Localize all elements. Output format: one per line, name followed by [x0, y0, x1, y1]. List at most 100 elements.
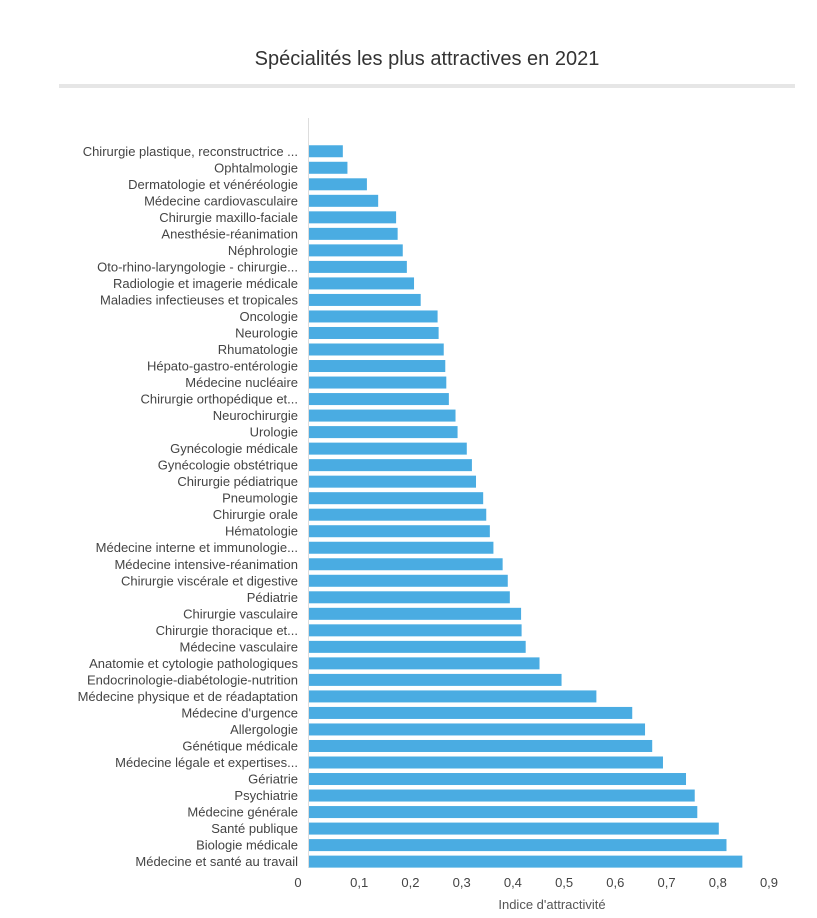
- bar: [309, 475, 477, 488]
- bar: [309, 822, 719, 835]
- category-label: Médecine intensive-réanimation: [114, 557, 298, 572]
- bar: [309, 277, 415, 290]
- x-tick-label: 0,4: [504, 875, 522, 890]
- bar: [309, 211, 397, 224]
- category-label: Médecine nucléaire: [185, 375, 298, 390]
- bar: [309, 360, 446, 373]
- category-label: Médecine interne et immunologie...: [96, 540, 298, 555]
- x-tick-label: 0,3: [453, 875, 471, 890]
- category-label: Pédiatrie: [247, 590, 298, 605]
- category-label: Anatomie et cytologie pathologiques: [89, 656, 298, 671]
- x-axis-title: Indice d'attractivité: [498, 897, 605, 912]
- category-label: Allergologie: [230, 722, 298, 737]
- bar: [309, 492, 484, 505]
- category-label: Médecine et santé au travail: [135, 854, 298, 869]
- x-tick-label: 0,5: [555, 875, 573, 890]
- bar: [309, 773, 687, 786]
- category-label: Chirurgie viscérale et digestive: [121, 573, 298, 588]
- category-label: Génétique médicale: [182, 738, 298, 753]
- bar: [309, 525, 490, 538]
- bars-group: [309, 145, 743, 868]
- bar: [309, 194, 379, 207]
- category-label: Gynécologie obstétrique: [158, 458, 298, 473]
- category-label: Chirurgie orthopédique et...: [140, 392, 298, 407]
- category-label: Néphrologie: [228, 243, 298, 258]
- bar: [309, 806, 698, 819]
- x-tick-label: 0,2: [401, 875, 419, 890]
- category-label: Endocrinologie-diabétologie-nutrition: [87, 672, 298, 687]
- bar: [309, 508, 487, 521]
- x-tick-labels-group: 0 0,1 0,2 0,3 0,4 0,5 0,6 0,7 0,8 0,9: [294, 875, 778, 890]
- bar: [309, 393, 449, 406]
- category-label: Anesthésie-réanimation: [161, 226, 298, 241]
- bar: [309, 789, 695, 802]
- category-label: Gériatrie: [248, 772, 298, 787]
- category-label: Urologie: [250, 425, 298, 440]
- bar: [309, 442, 467, 455]
- x-tick-label: 0,6: [606, 875, 624, 890]
- bar: [309, 310, 438, 323]
- bar: [309, 657, 540, 670]
- category-label: Chirurgie vasculaire: [183, 606, 298, 621]
- category-label: Chirurgie orale: [213, 507, 298, 522]
- bar: [309, 558, 503, 571]
- category-label: Rhumatologie: [218, 342, 298, 357]
- category-labels-group: Chirurgie plastique, reconstructrice ...…: [78, 144, 299, 869]
- category-label: Médecine générale: [187, 805, 298, 820]
- category-label: Médecine d'urgence: [181, 705, 298, 720]
- bar: [309, 706, 633, 719]
- bar: [309, 459, 472, 472]
- category-label: Oto-rhino-laryngologie - chirurgie...: [97, 259, 298, 274]
- category-label: Médecine vasculaire: [179, 639, 298, 654]
- category-label: Chirurgie maxillo-faciale: [159, 210, 298, 225]
- bar: [309, 723, 646, 736]
- bar: [309, 673, 562, 686]
- chart-title: Spécialités les plus attractives en 2021: [254, 48, 600, 70]
- bar: [309, 376, 447, 389]
- category-label: Chirurgie plastique, reconstructrice ...: [83, 144, 298, 159]
- bar: [309, 739, 653, 752]
- category-label: Santé publique: [211, 821, 298, 836]
- category-label: Neurologie: [235, 325, 298, 340]
- category-label: Hématologie: [225, 524, 298, 539]
- title-underline: [59, 84, 795, 88]
- bar: [309, 343, 444, 356]
- bar: [309, 591, 510, 604]
- category-label: Chirurgie pédiatrique: [177, 474, 298, 489]
- bar: [309, 178, 367, 191]
- bar: [309, 756, 663, 769]
- category-label: Ophtalmologie: [214, 160, 298, 175]
- x-tick-label: 0,9: [760, 875, 778, 890]
- bar: [309, 145, 343, 158]
- bar: [309, 690, 597, 703]
- bar: [309, 326, 439, 339]
- bar: [309, 161, 348, 174]
- x-tick-label: 0,1: [350, 875, 368, 890]
- x-tick-label: 0,8: [709, 875, 727, 890]
- x-tick-label: 0,7: [658, 875, 676, 890]
- bar: [309, 409, 456, 422]
- x-tick-label: 0: [294, 875, 301, 890]
- category-label: Maladies infectieuses et tropicales: [100, 292, 298, 307]
- bar: [309, 426, 458, 439]
- category-label: Oncologie: [239, 309, 298, 324]
- bar: [309, 293, 421, 306]
- category-label: Biologie médicale: [196, 838, 298, 853]
- bar: [309, 640, 526, 653]
- category-label: Hépato-gastro-entérologie: [147, 359, 298, 374]
- category-label: Médecine légale et expertises...: [115, 755, 298, 770]
- category-label: Médecine cardiovasculaire: [144, 193, 298, 208]
- category-label: Chirurgie thoracique et...: [156, 623, 298, 638]
- category-label: Pneumologie: [222, 491, 298, 506]
- category-label: Psychiatrie: [234, 788, 298, 803]
- category-label: Gynécologie médicale: [170, 441, 298, 456]
- bar: [309, 607, 522, 620]
- category-label: Radiologie et imagerie médicale: [113, 276, 298, 291]
- bar: [309, 839, 727, 852]
- bar: [309, 624, 522, 637]
- bar: [309, 574, 508, 587]
- category-label: Neurochirurgie: [213, 408, 298, 423]
- bar: [309, 227, 398, 240]
- bar: [309, 244, 403, 257]
